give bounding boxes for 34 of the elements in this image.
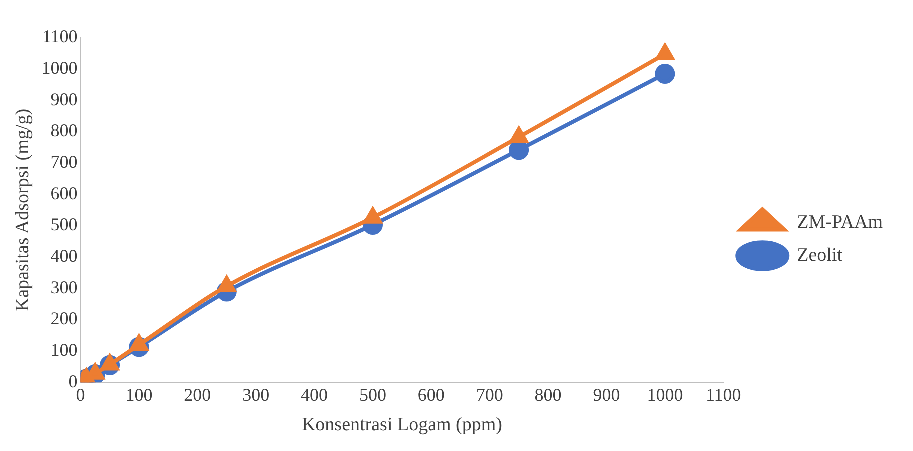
point: [218, 276, 236, 292]
y-tick-label: 900: [50, 89, 78, 110]
x-tick-label: 700: [476, 385, 504, 406]
y-tick-label: 500: [50, 214, 78, 235]
point: [130, 335, 148, 352]
point: [101, 354, 119, 371]
y-tick-label: 1000: [42, 58, 78, 78]
point: [655, 64, 676, 84]
y-tick-label: 400: [50, 246, 78, 266]
x-tick-label: 1000: [647, 385, 684, 406]
point: [510, 127, 528, 144]
x-tick-label: 900: [593, 385, 620, 406]
y-tick-label: 600: [50, 183, 78, 204]
point: [656, 44, 674, 60]
x-tick-label: 400: [301, 385, 328, 406]
x-tick-label: 500: [359, 385, 386, 406]
x-axis-title: Konsentrasi Logam (ppm): [302, 414, 502, 436]
point: [364, 208, 382, 224]
y-tick-label: 200: [50, 308, 78, 329]
x-tick-label: 100: [126, 385, 153, 406]
y-tick-label: 300: [50, 277, 78, 298]
y-tick-label: 800: [50, 120, 78, 141]
x-tick-label: 300: [242, 385, 270, 406]
y-axis-title: Kapasitas Adsorpsi (mg/g): [12, 108, 34, 312]
x-tick-label: 1100: [706, 385, 742, 406]
x-tick-label: 200: [184, 385, 212, 406]
legend-label: Zeolit: [797, 244, 844, 266]
y-tick-label: 700: [50, 152, 78, 172]
legend-label: ZM-PAAm: [797, 212, 884, 233]
x-tick-label: 600: [418, 385, 445, 406]
y-tick-label: 0: [68, 371, 78, 392]
x-tick-label: 800: [534, 385, 562, 406]
y-tick-label: 100: [50, 340, 78, 360]
y-tick-label: 1100: [42, 26, 78, 47]
